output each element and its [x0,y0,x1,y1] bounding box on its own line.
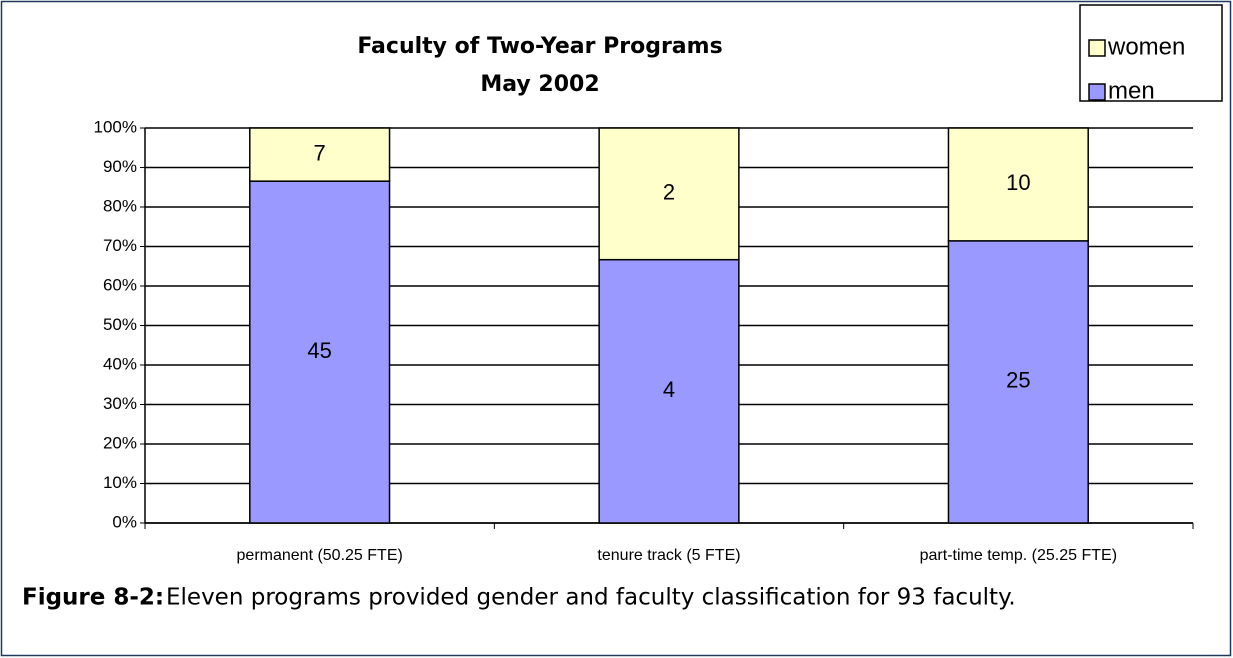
x-tick-label: part-time temp. (25.25 FTE) [920,547,1117,564]
y-tick-label: 60% [103,275,137,294]
y-tick-label: 0% [112,512,137,531]
y-tick-label: 40% [103,354,137,373]
y-tick-label: 20% [103,433,137,452]
bar-segment [947,240,1089,524]
caption-label: Figure 8-2: [22,585,164,611]
bar-segment [947,127,1089,242]
legend-label: women [1107,33,1185,60]
chart-title: Faculty of Two-Year Programs [357,34,722,59]
bar-segment [598,127,740,261]
data-label: 45 [307,338,331,363]
legend-swatch [1088,39,1106,57]
x-tick-label: permanent (50.25 FTE) [237,547,403,564]
chart-subtitle: May 2002 [480,72,599,97]
y-tick-label: 70% [103,236,137,255]
y-tick-label: 30% [103,394,137,413]
data-label: 25 [1006,368,1030,393]
y-tick-label: 50% [103,315,137,334]
y-tick-label: 80% [103,196,137,215]
data-label: 4 [663,377,675,402]
x-tick-label: tenure track (5 FTE) [597,547,740,564]
legend-swatch [1088,83,1106,101]
data-label: 10 [1006,170,1030,195]
y-tick-label: 90% [103,157,137,176]
caption-text: Eleven programs provided gender and facu… [166,585,1016,611]
y-tick-label: 100% [94,117,137,136]
legend-label: men [1108,77,1155,104]
y-tick-label: 10% [103,473,137,492]
bar-segment [249,180,391,524]
bar-segment [249,127,391,182]
data-label: 2 [663,180,675,205]
data-label: 7 [314,140,326,165]
